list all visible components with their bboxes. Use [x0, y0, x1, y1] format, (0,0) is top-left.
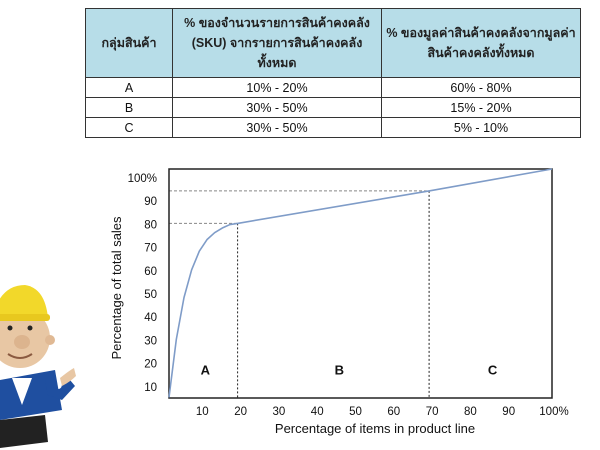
- x-tick-label: 50: [349, 406, 362, 418]
- x-axis-label: Percentage of items in product line: [275, 421, 475, 436]
- y-axis-label: Percentage of total sales: [109, 216, 124, 360]
- cell-sku: 30% - 50%: [172, 97, 382, 118]
- x-tick-label: 20: [234, 406, 247, 418]
- x-tick-label: 30: [273, 406, 286, 418]
- x-tick-label: 70: [426, 406, 439, 418]
- cell-value: 15% - 20%: [381, 97, 581, 118]
- y-tick-label: 20: [144, 359, 157, 371]
- y-tick-label: 10: [144, 382, 157, 394]
- x-tick-label: 10: [196, 406, 209, 418]
- pareto-chart: 10 20 30 40 50 60 70 80 90 100% 10 20 30 40 50 60 70 80 90…: [109, 168, 569, 436]
- series-line: [168, 168, 553, 398]
- region-label: A: [201, 363, 211, 378]
- cell-group: C: [85, 117, 173, 138]
- x-tick-label: 40: [311, 406, 324, 418]
- table-row: A 10% - 20% 60% - 80%: [85, 77, 581, 98]
- cell-value: 60% - 80%: [381, 77, 581, 98]
- cell-sku: 30% - 50%: [172, 117, 382, 138]
- y-tick-label: 50: [144, 289, 157, 301]
- region-label: B: [335, 363, 344, 378]
- header-product-group: กลุ่มสินค้า: [85, 8, 173, 78]
- table-row: B 30% - 50% 15% - 20%: [85, 97, 581, 118]
- table-row: C 30% - 50% 5% - 10%: [85, 117, 581, 138]
- x-tick-label: 100%: [539, 406, 568, 418]
- cell-sku: 10% - 20%: [172, 77, 382, 98]
- y-tick-label: 60: [144, 266, 157, 278]
- region-label: C: [488, 363, 498, 378]
- x-tick-label: 80: [464, 406, 477, 418]
- x-tick-label: 90: [502, 406, 515, 418]
- y-tick-label: 30: [144, 335, 157, 347]
- cell-group: A: [85, 77, 173, 98]
- y-tick-label: 80: [144, 219, 157, 231]
- cell-group: B: [85, 97, 173, 118]
- y-tick-label: 90: [144, 196, 157, 208]
- y-tick-label: 40: [144, 312, 157, 324]
- construction-worker-icon: [0, 285, 76, 448]
- x-tick-label: 60: [387, 406, 400, 418]
- y-tick-label: 70: [144, 243, 157, 255]
- y-tick-label: 100%: [128, 173, 157, 185]
- cell-value: 5% - 10%: [381, 117, 581, 138]
- abc-classification-table: กลุ่มสินค้า % ของจำนวนรายการสินค้าคงคลัง…: [85, 8, 581, 138]
- header-value-percent: % ของมูลค่าสินค้าคงคลังจากมูลค่าสินค้าคง…: [381, 8, 581, 78]
- header-sku-percent: % ของจำนวนรายการสินค้าคงคลัง (SKU) จากรา…: [172, 8, 382, 78]
- plot-frame: [168, 168, 553, 399]
